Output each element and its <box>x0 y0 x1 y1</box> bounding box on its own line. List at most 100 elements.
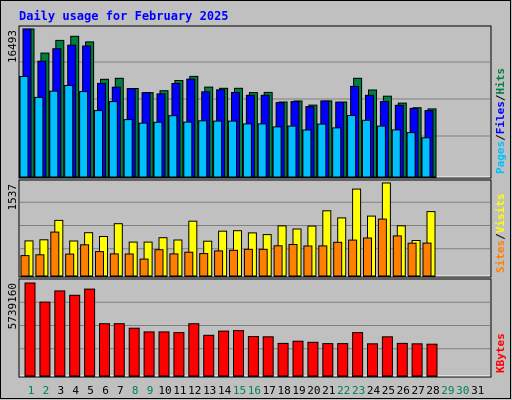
label-hits: Hits <box>494 68 507 95</box>
x-tick-label: 16 <box>248 384 261 397</box>
bar-kbytes <box>188 323 200 377</box>
bar-sites <box>50 231 60 277</box>
bar-kbytes <box>99 323 110 377</box>
bar-sites <box>348 239 358 277</box>
bar-sites <box>139 258 149 277</box>
bar-sites <box>363 237 372 277</box>
bar-kbytes <box>292 340 304 377</box>
y-series-label: Pages/Files/Hits <box>494 68 507 174</box>
y-series-label: Sites/Visits <box>494 194 507 274</box>
label-visits: Visits <box>494 194 507 234</box>
bar-kbytes <box>24 282 36 377</box>
label-separator: / <box>494 233 507 240</box>
x-tick-label: 21 <box>322 384 335 397</box>
bar-pages <box>108 101 118 178</box>
bar-sites <box>288 244 298 277</box>
bar-pages <box>332 127 342 178</box>
x-tick-label: 5 <box>87 384 94 397</box>
bar-kbytes <box>128 327 140 377</box>
bar-kbytes <box>367 343 378 377</box>
x-tick-label: 8 <box>132 384 139 397</box>
bar-kbytes <box>158 331 170 377</box>
label-files: Files <box>494 101 507 134</box>
bar-pages <box>123 119 133 178</box>
label-separator: / <box>494 134 507 141</box>
bar-kbytes <box>233 330 244 377</box>
bar-sites <box>184 251 194 277</box>
bar-sites <box>422 242 432 277</box>
x-tick-label: 9 <box>147 384 154 397</box>
x-tick-label: 4 <box>72 384 79 397</box>
bar-sites <box>243 248 253 277</box>
bar-pages <box>168 115 178 178</box>
bar-sites <box>169 253 179 277</box>
x-tick-label: 18 <box>277 384 290 397</box>
x-tick-label: 13 <box>203 384 216 397</box>
bar-pages <box>406 132 416 178</box>
bar-kbytes <box>322 343 334 377</box>
x-tick-label: 27 <box>411 384 424 397</box>
bar-sites <box>109 253 119 277</box>
bar-pages <box>242 123 252 178</box>
bar-kbytes <box>69 294 81 377</box>
y-max-label: 1537 <box>6 184 19 211</box>
bar-pages <box>287 125 297 178</box>
x-tick-label: 2 <box>43 384 50 397</box>
bar-pages <box>19 76 29 178</box>
bar-sites <box>377 218 387 277</box>
x-tick-label: 15 <box>233 384 246 397</box>
bar-sites <box>95 251 104 277</box>
bar-kbytes <box>54 290 66 377</box>
bar-pages <box>94 110 103 178</box>
bar-pages <box>183 121 193 178</box>
bar-kbytes <box>381 336 393 377</box>
bar-pages <box>376 125 386 178</box>
panel-kbytes: 5739160 KBytes <box>6 278 507 378</box>
x-tick-label: 11 <box>173 384 186 397</box>
bar-pages <box>64 85 74 178</box>
bar-pages <box>213 120 223 178</box>
bar-pages <box>362 119 371 178</box>
bar-sites <box>80 244 90 277</box>
x-tick-label: 17 <box>263 384 276 397</box>
bar-pages <box>49 90 59 178</box>
panel-visits-sites: 1537 Sites/Visits <box>6 179 507 278</box>
bar-kbytes <box>39 301 51 377</box>
x-tick-label: 24 <box>367 384 381 397</box>
bar-pages <box>272 126 282 178</box>
bar-kbytes <box>277 342 289 377</box>
bar-sites <box>303 245 313 277</box>
x-tick-label: 30 <box>456 384 469 397</box>
bar-pages <box>138 122 148 178</box>
bar-sites <box>214 250 224 277</box>
bar-kbytes <box>143 331 155 377</box>
x-tick-label: 6 <box>102 384 109 397</box>
bar-kbytes <box>337 343 349 377</box>
bar-sites <box>258 248 268 277</box>
bar-pages <box>228 120 237 178</box>
x-tick-label: 29 <box>441 384 454 397</box>
bar-kbytes <box>262 336 274 377</box>
bar-pages <box>34 96 44 178</box>
bar-pages <box>79 91 89 178</box>
bar-sites <box>229 249 238 277</box>
bar-kbytes <box>396 342 408 377</box>
bar-pages <box>391 129 401 178</box>
bar-sites <box>154 249 164 277</box>
bar-sites <box>199 253 209 277</box>
bar-kbytes <box>113 323 125 377</box>
x-tick-label: 31 <box>471 384 484 397</box>
bar-pages <box>153 121 163 178</box>
bar-kbytes <box>84 288 96 377</box>
bar-pages <box>302 129 312 178</box>
bar-pages <box>421 137 431 178</box>
label-pages: Pages <box>494 141 507 174</box>
bar-sites <box>318 245 328 277</box>
x-tick-label: 22 <box>337 384 350 397</box>
label-sites: Sites <box>494 240 507 273</box>
x-tick-label: 20 <box>307 384 320 397</box>
bar-sites <box>35 254 45 277</box>
bar-sites <box>273 245 283 277</box>
y-max-label: 16493 <box>6 30 19 63</box>
